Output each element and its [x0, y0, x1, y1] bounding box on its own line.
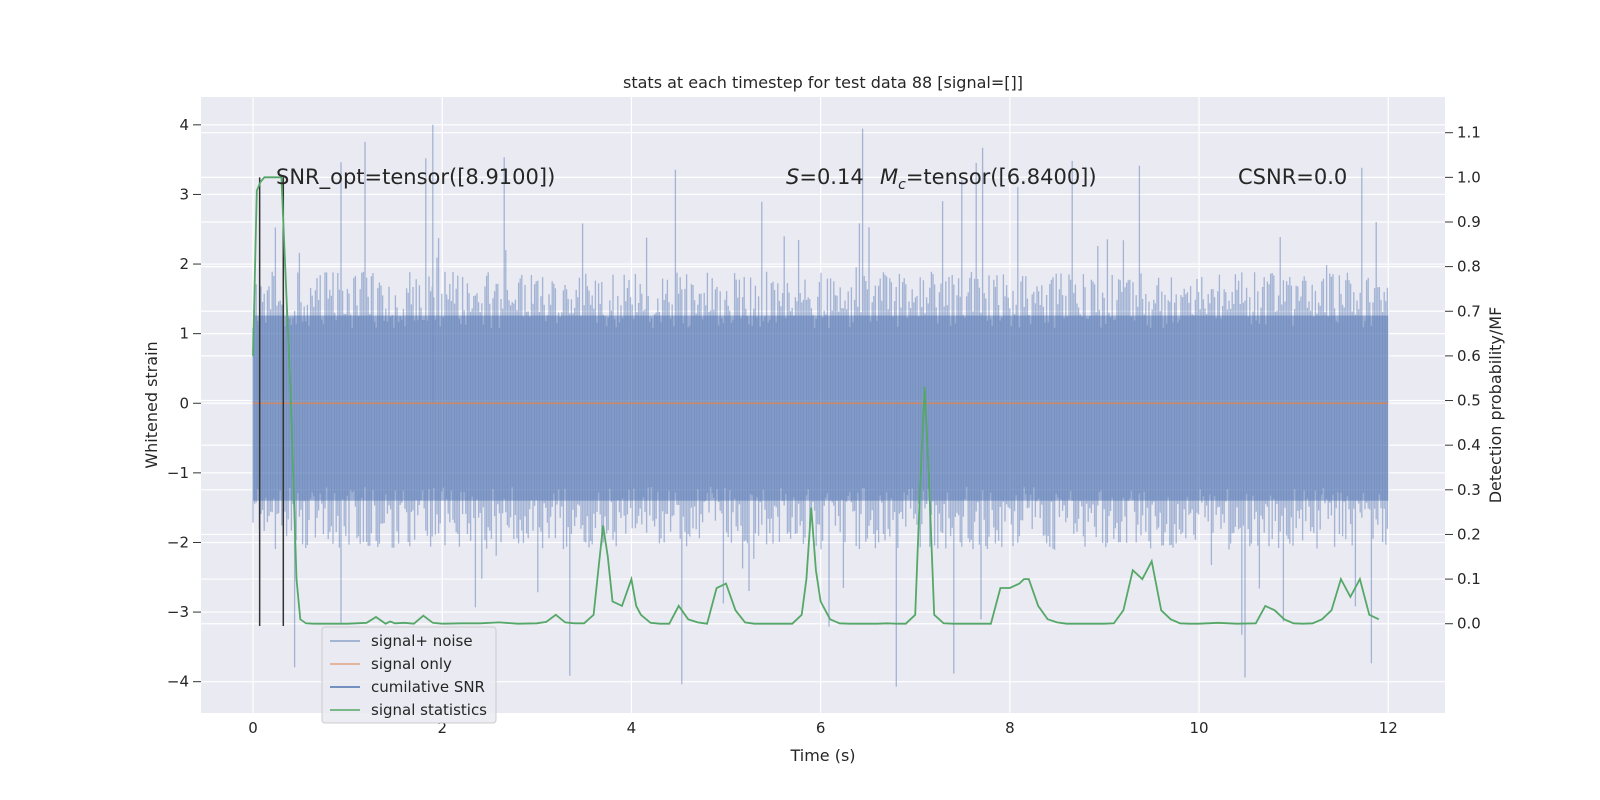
y-right-tick-label: 0.7: [1457, 302, 1481, 320]
legend-label-signal-noise: signal+ noise: [371, 632, 473, 650]
x-tick-label: 2: [437, 719, 447, 737]
x-axis-label: Time (s): [789, 746, 855, 765]
y-right-tick-label: 0.1: [1457, 570, 1481, 588]
s-symbol: S: [786, 165, 799, 189]
y-axis-right-label: Detection probability/MF: [1486, 307, 1505, 504]
line-series-layer: [252, 176, 1389, 626]
y-tick-label: 4: [179, 116, 189, 134]
y-tick-label: −2: [167, 533, 189, 551]
signal-noise-series: [252, 124, 1389, 687]
x-tick-label: 10: [1189, 719, 1208, 737]
snr-opt-annotation: SNR_opt=tensor([8.9100]): [276, 165, 555, 190]
y-right-tick-label: 1.0: [1457, 168, 1481, 186]
chart-title: stats at each timestep for test data 88 …: [623, 73, 1023, 92]
y-right-tick-label: 0.2: [1457, 525, 1481, 543]
y-tick-label: −4: [167, 673, 189, 691]
mc-subscript: c: [898, 177, 906, 193]
csnr-annotation: CSNR=0.0: [1238, 165, 1347, 189]
x-tick-label: 4: [627, 719, 637, 737]
y-right-tick-label: 0.0: [1457, 615, 1481, 633]
legend: signal+ noise signal only cumilative SNR…: [321, 626, 497, 724]
y-tick-label: 3: [179, 185, 189, 203]
y-tick-label: 1: [179, 325, 189, 343]
y-right-tick-label: 0.8: [1457, 258, 1481, 276]
mc-symbol: M: [880, 165, 898, 189]
y-right-tick-label: 0.5: [1457, 392, 1481, 410]
x-tick-label: 8: [1005, 719, 1015, 737]
y-tick-label: −1: [167, 464, 189, 482]
legend-label-signal-only: signal only: [371, 655, 452, 673]
y-right-tick-label: 0.9: [1457, 213, 1481, 231]
mc-annotation: Mc=tensor([6.8400]): [880, 165, 1097, 193]
y-tick-label: −3: [167, 603, 189, 621]
x-tick-label: 12: [1379, 719, 1398, 737]
x-tick-label: 6: [816, 719, 826, 737]
signal-noise-trace: [252, 124, 1389, 687]
legend-label-signal-statistics: signal statistics: [371, 701, 487, 719]
s-value: =0.14: [799, 165, 863, 189]
y-axis-label: Whitened strain: [142, 341, 161, 468]
x-tick-label: 0: [248, 719, 258, 737]
y-tick-label: 2: [179, 255, 189, 273]
signal-statistics-line: [252, 176, 1380, 625]
y-right-tick-label: 0.4: [1457, 436, 1481, 454]
y-right-tick-label: 1.1: [1457, 124, 1481, 142]
y-right-tick-label: 0.6: [1457, 347, 1481, 365]
y-right-tick-label: 0.3: [1457, 481, 1481, 499]
s-stat-annotation: S=0.14: [786, 165, 864, 189]
legend-label-cumulative-snr: cumilative SNR: [371, 678, 485, 696]
tick-labels: 0 2 4 6 8 10 12−4−3−2−1012340.00.10.20.30.40.5…: [167, 116, 1481, 737]
legend-box: [321, 626, 497, 724]
y-tick-label: 0: [179, 394, 189, 412]
mc-value: =tensor([6.8400]): [906, 165, 1097, 189]
signal-noise-core-band: [253, 315, 1389, 501]
